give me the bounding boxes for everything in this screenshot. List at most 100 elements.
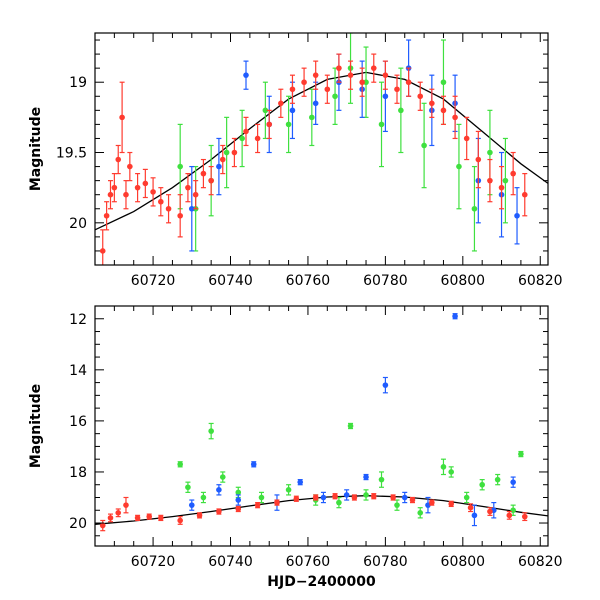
x-tick-label: 60760 [286,273,331,289]
top-panel: 60720 60740 60760 60780 60800 60820 19 19.5 20 Ma… [28,32,563,289]
y-axis-label: Magnitude [28,384,44,468]
red-data-point [498,184,505,191]
red-data-point [177,212,183,219]
red-data-point [142,180,149,187]
red-data-point [293,495,300,502]
red-data-point [158,198,164,205]
red-data-point [219,156,226,163]
red-data-point [231,149,238,156]
red-data-point [463,135,470,142]
x-tick-label: 60820 [518,554,563,570]
red-data-point [429,100,435,107]
green-data-point [285,121,292,128]
red-data-point [278,100,284,107]
y-tick-label: 20 [69,516,87,532]
green-data-point [479,481,485,488]
red-data-point [103,212,110,219]
red-data-point [405,79,412,86]
green-data-point [177,163,183,170]
green-series [177,422,524,519]
red-data-point [235,506,242,512]
x-tick-label: 60720 [131,554,176,570]
red-data-point [417,93,424,100]
y-tick-label: 19 [69,75,87,91]
red-data-point [208,177,214,184]
green-data-point [219,474,226,480]
x-tick-label: 60780 [363,273,408,289]
green-data-point [332,93,338,100]
blue-data-point [289,107,296,114]
plot-frame [94,32,549,266]
blue-data-point [243,72,249,78]
x-tick-label: 60780 [363,554,408,570]
green-data-point [177,461,183,468]
green-data-point [285,487,292,493]
blue-data-point [320,494,327,501]
y-tick-label: 18 [69,465,87,481]
green-series [177,33,509,252]
x-tick-label: 60800 [441,554,486,570]
green-data-point [200,494,207,501]
red-data-point [332,493,338,500]
y-tick-label: 20 [69,216,87,232]
green-data-point [471,205,478,212]
green-data-point [494,476,501,483]
green-data-point [378,476,385,483]
plot-area [95,313,548,532]
red-data-point [394,86,400,93]
green-data-point [363,79,369,86]
red-data-point [452,114,458,121]
red-data-point [487,177,493,184]
green-data-point [223,149,230,156]
green-data-point [440,464,447,470]
model-curve [95,71,548,231]
red-data-point [216,508,222,515]
green-data-point [417,510,424,516]
red-data-point [115,156,122,163]
blue-data-point [188,205,195,212]
red-data-point [312,72,319,78]
x-tick-label: 60800 [441,273,486,289]
red-data-point [429,499,435,506]
x-tick-label: 60720 [131,273,176,289]
blue-data-point [216,163,222,170]
red-data-point [274,499,280,506]
red-data-point [254,135,261,142]
x-tick-label: 60740 [208,273,253,289]
green-data-point [518,451,524,457]
red-series [99,53,528,265]
green-data-point [239,135,245,142]
red-data-point [475,156,482,163]
red-data-point [347,72,354,78]
blue-data-point [514,212,520,219]
red-data-point [107,515,114,521]
red-data-point [382,72,389,78]
green-data-point [363,492,369,498]
x-tick-label: 60820 [518,273,563,289]
green-data-point [421,142,427,149]
green-data-point [258,494,265,501]
x-axis-label: HJD−2400000 [267,574,376,590]
green-data-point [394,502,400,508]
red-data-point [134,515,141,521]
y-axis-label: Magnitude [28,107,44,191]
red-data-point [150,189,156,195]
plot-frame [94,305,549,547]
red-data-point [134,184,141,191]
red-data-point [487,508,493,515]
red-data-point [312,494,319,501]
blue-data-point [216,487,222,493]
red-series [99,493,528,532]
blue-data-point [382,382,389,388]
x-tick-label: 60740 [208,554,253,570]
red-data-point [336,65,342,71]
blue-data-point [312,100,319,107]
blue-data-point [343,492,350,498]
x-tick-label: 60760 [286,554,331,570]
red-data-point [254,502,261,508]
green-data-point [235,489,242,496]
green-data-point [347,423,354,429]
red-data-point [351,494,358,501]
green-data-point [336,499,342,506]
